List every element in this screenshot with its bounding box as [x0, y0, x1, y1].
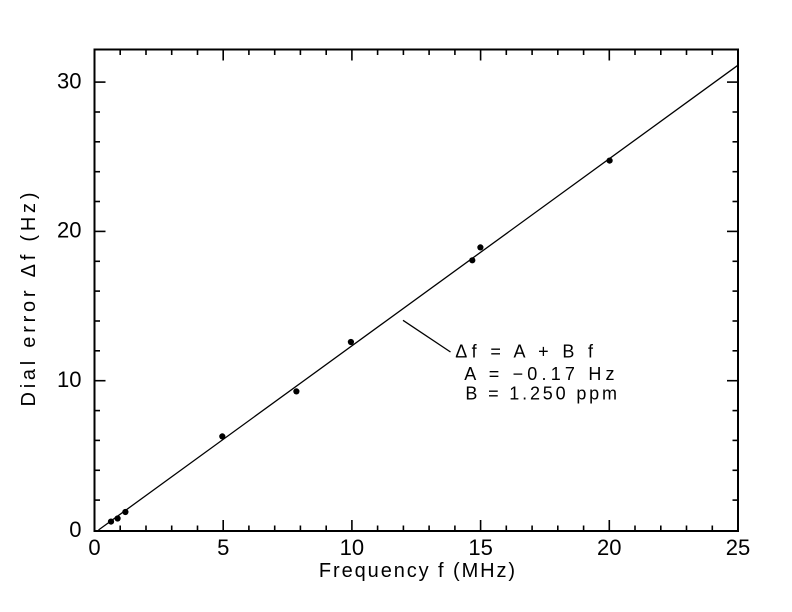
svg-text:0: 0: [88, 535, 100, 560]
svg-text:15: 15: [468, 535, 492, 560]
svg-text:25: 25: [726, 535, 750, 560]
svg-text:10: 10: [57, 367, 81, 392]
svg-text:30: 30: [57, 68, 81, 93]
svg-text:20: 20: [597, 535, 621, 560]
svg-text:5: 5: [217, 535, 229, 560]
svg-text:20: 20: [57, 218, 81, 243]
svg-text:10: 10: [340, 535, 364, 560]
svg-text:0: 0: [69, 517, 81, 542]
